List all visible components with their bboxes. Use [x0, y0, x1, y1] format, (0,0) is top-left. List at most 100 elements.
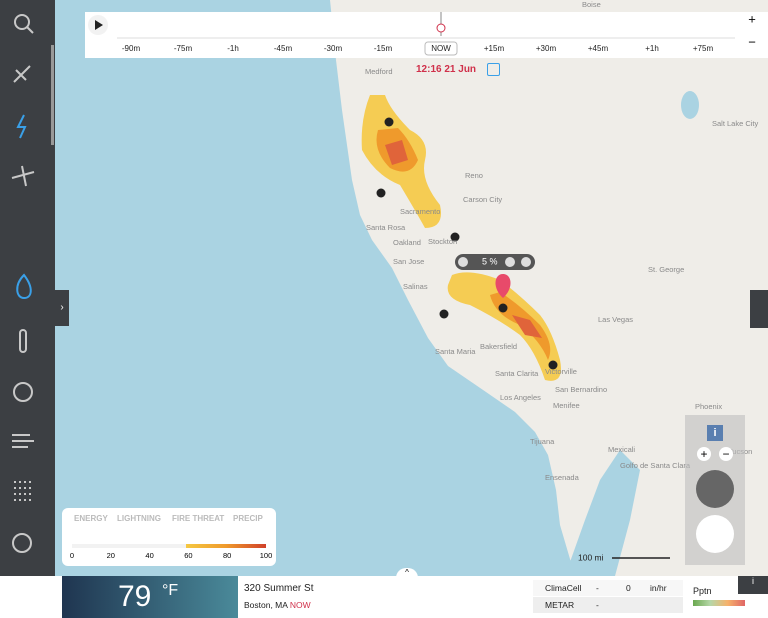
pin[interactable]: [495, 274, 511, 298]
city-label: San Jose: [393, 257, 424, 266]
sidebar-icons: [11, 14, 54, 601]
right-tab[interactable]: [750, 290, 768, 328]
temperature-icon[interactable]: [19, 329, 27, 353]
scale-label: 100 mi: [578, 552, 604, 562]
zoom-in[interactable]: +: [748, 11, 756, 26]
zoom-in-button[interactable]: +: [697, 447, 711, 461]
zoom-out-button[interactable]: −: [719, 447, 733, 461]
legend-scale-label: 20: [107, 551, 115, 560]
timeline-tick: -30m: [324, 44, 343, 53]
fire-zone: [385, 140, 408, 165]
station: [384, 117, 394, 127]
city-label: Los Angeles: [500, 393, 541, 402]
legend-tab[interactable]: ENERGY: [74, 514, 108, 523]
satellite-icon[interactable]: [13, 65, 31, 83]
timeline-tick: +15m: [484, 44, 505, 53]
city-label: St. George: [648, 265, 684, 274]
play-icon: [95, 20, 103, 30]
city-label: Ensenada: [545, 473, 580, 482]
reading-value: 0: [626, 583, 631, 593]
city-label: Reno: [465, 171, 483, 180]
timeline-tick: NOW: [431, 44, 451, 53]
calendar-icon[interactable]: [487, 63, 500, 76]
land: [330, 0, 768, 576]
temperature-unit: °F: [162, 582, 179, 599]
pptn-label: Pptn: [693, 586, 712, 596]
fire-zone: [447, 272, 561, 381]
zoom-out[interactable]: −: [748, 34, 756, 49]
current-time: 12:16 21 Jun: [416, 64, 477, 75]
flight-icon[interactable]: [11, 165, 35, 187]
reading-unit: in/hr: [650, 583, 667, 593]
reading-source: METAR: [545, 600, 575, 610]
legend-scale-label: 100: [260, 551, 273, 560]
legend-svg: ENERGY LIGHTNING FIRE THREAT PRECIP 0 20 40 60 8…: [70, 514, 273, 560]
city-label: Bakersfield: [480, 342, 517, 351]
when: NOW: [289, 600, 311, 610]
city-label: Boise: [582, 0, 601, 9]
sidebar: [0, 0, 55, 618]
pptn-colors: [693, 600, 745, 606]
temperature-panel: 79 °F: [62, 576, 238, 618]
timeline: + − -90m -75m -1h -45m -30m -15m NOW +15m +30m +4…: [85, 11, 768, 58]
info-button[interactable]: i: [707, 425, 723, 441]
legend: ENERGY LIGHTNING FIRE THREAT PRECIP 0 20 40 60 8…: [62, 508, 276, 566]
popup[interactable]: [455, 254, 535, 270]
map-controls: i + −: [685, 415, 745, 565]
reading-source: ClimaCell: [545, 583, 582, 593]
precip-icon[interactable]: [14, 481, 32, 501]
city-label: Golfo de Santa Clara: [620, 461, 691, 470]
city-label: Mexicali: [608, 445, 635, 454]
expand-tab[interactable]: ^: [396, 568, 418, 578]
timeline-tick: -45m: [274, 44, 293, 53]
search-icon[interactable]: [14, 14, 30, 30]
popup-icon: [458, 257, 468, 267]
scale-colors: [186, 544, 266, 548]
reading-status: -: [596, 583, 599, 593]
timeline-tick: -15m: [374, 44, 393, 53]
city-label: San Bernardino: [555, 385, 607, 394]
popup-icon: [505, 257, 515, 267]
reading-row: ClimaCell - 0 in/hr: [533, 580, 683, 596]
stations: [376, 117, 558, 370]
legend-tab[interactable]: LIGHTNING: [117, 514, 161, 523]
city-label: Victorville: [545, 367, 577, 376]
timeline-tick: -1h: [227, 44, 239, 53]
address-city: Boston, MA NOW: [244, 600, 311, 610]
city-label: Phoenix: [695, 402, 722, 411]
city-label: Salinas: [403, 282, 428, 291]
scale-track: [72, 544, 266, 548]
gulf: [565, 450, 640, 576]
lightning-icon[interactable]: [16, 114, 27, 139]
legend-scale-label: 0: [70, 551, 74, 560]
legend-tab[interactable]: FIRE THREAT: [172, 514, 224, 523]
city-label: Stockton: [428, 237, 457, 246]
humidity-icon[interactable]: [13, 382, 33, 402]
city-label: Sacramento: [400, 207, 440, 216]
fire-zone: [512, 315, 542, 338]
address: 320 Summer St: [244, 583, 314, 594]
city-label: Menifee: [553, 401, 580, 410]
legend-tab[interactable]: PRECIP: [233, 514, 263, 523]
city-label: Santa Maria: [435, 347, 476, 356]
station: [548, 360, 558, 370]
lake: [681, 91, 699, 119]
city-label: Carson City: [463, 195, 502, 204]
reading-status: -: [596, 600, 599, 610]
climate-icon[interactable]: [12, 533, 32, 553]
info-tab[interactable]: i: [738, 576, 768, 594]
wind-icon[interactable]: [12, 434, 34, 448]
left-tab[interactable]: ›: [55, 290, 69, 326]
readings: ClimaCell - 0 in/hr METAR -: [533, 580, 683, 614]
station: [439, 309, 449, 319]
station: [450, 232, 460, 242]
draw-button[interactable]: [696, 515, 734, 553]
city-label: Medford: [365, 67, 393, 76]
legend-scale-label: 80: [223, 551, 231, 560]
now-box: [424, 41, 458, 56]
locate-button[interactable]: [696, 470, 734, 508]
fire-icon[interactable]: [16, 273, 32, 300]
now-handle[interactable]: [436, 23, 446, 33]
station: [376, 188, 386, 198]
